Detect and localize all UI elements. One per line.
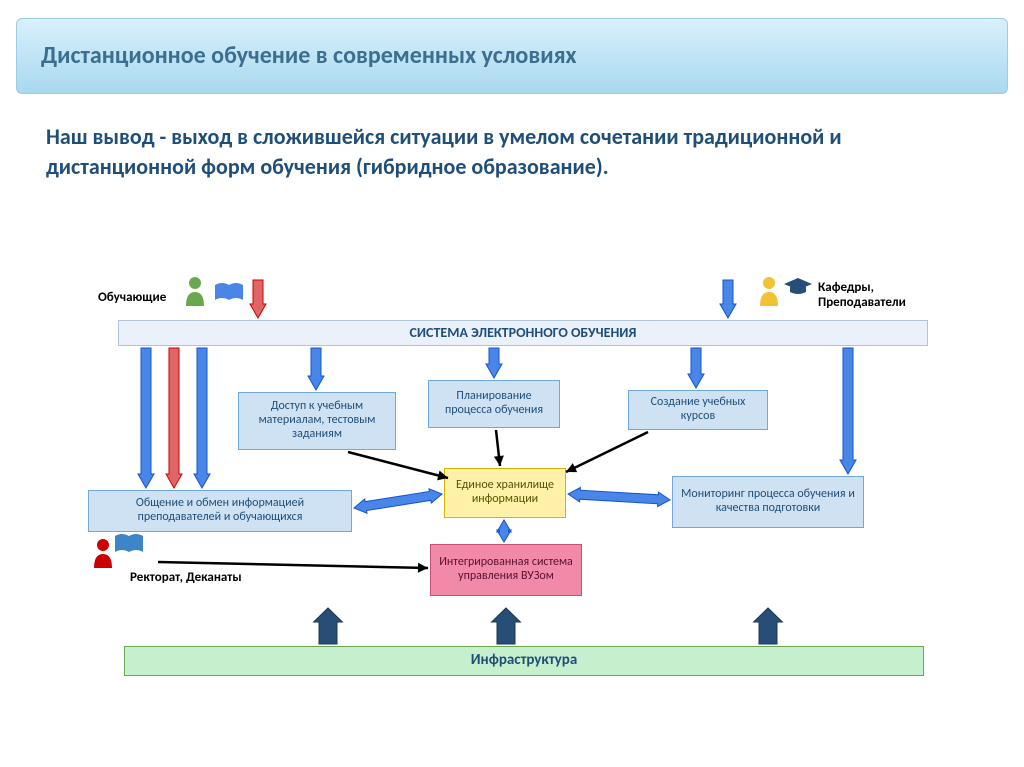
page-title: Дистанционное обучение в современных усл…	[16, 18, 1008, 94]
diagram-container: Обучающие Кафедры, Преподаватели Ректора…	[88, 272, 958, 692]
page-subtitle: Наш вывод - выход в сложившейся ситуации…	[46, 122, 926, 181]
arrows-layer	[88, 272, 958, 692]
